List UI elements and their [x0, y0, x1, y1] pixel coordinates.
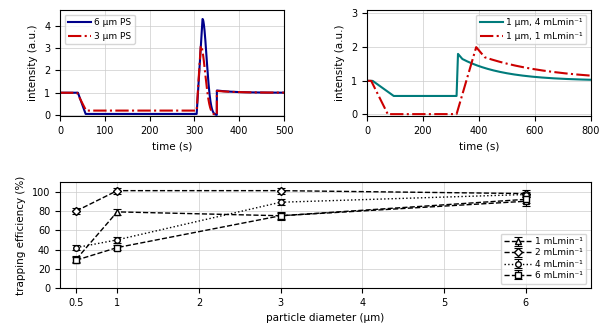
1 μm, 1 mLmin⁻¹	[464, 75, 471, 79]
1 μm, 4 mLmin⁻¹	[448, 94, 455, 98]
3 μm PS	[197, 44, 205, 48]
1 μm, 1 mLmin⁻¹	[415, 112, 422, 116]
1 μm, 4 mLmin⁻¹	[454, 52, 461, 56]
6 μm PS	[280, 91, 287, 95]
1 μm, 4 mLmin⁻¹	[415, 94, 422, 98]
X-axis label: particle diameter (μm): particle diameter (μm)	[266, 313, 385, 323]
1 μm, 1 mLmin⁻¹	[385, 113, 392, 117]
Line: 6 μm PS: 6 μm PS	[60, 19, 284, 115]
Legend: 6 μm PS, 3 μm PS: 6 μm PS, 3 μm PS	[65, 14, 135, 44]
1 μm, 4 mLmin⁻¹	[390, 94, 397, 98]
6 μm PS	[142, 112, 149, 116]
X-axis label: time (s): time (s)	[152, 141, 192, 151]
1 μm, 1 mLmin⁻¹	[364, 79, 371, 83]
6 μm PS	[97, 112, 104, 116]
1 μm, 1 mLmin⁻¹	[448, 112, 455, 116]
Legend: 1 mLmin⁻¹, 2 mLmin⁻¹, 4 mLmin⁻¹, 6 mLmin⁻¹: 1 mLmin⁻¹, 2 mLmin⁻¹, 4 mLmin⁻¹, 6 mLmin…	[500, 233, 586, 284]
Legend: 1 μm, 4 mLmin⁻¹, 1 μm, 1 mLmin⁻¹: 1 μm, 4 mLmin⁻¹, 1 μm, 1 mLmin⁻¹	[476, 14, 586, 44]
Y-axis label: intensity (a.u.): intensity (a.u.)	[28, 25, 38, 102]
6 μm PS	[213, 113, 220, 117]
1 μm, 1 mLmin⁻¹	[416, 112, 424, 116]
1 μm, 4 mLmin⁻¹	[464, 59, 471, 63]
3 μm PS	[280, 91, 287, 95]
1 μm, 1 mLmin⁻¹	[587, 74, 595, 78]
6 μm PS	[191, 112, 198, 116]
3 μm PS	[142, 109, 149, 113]
3 μm PS	[191, 109, 198, 113]
3 μm PS	[213, 113, 220, 117]
1 μm, 4 mLmin⁻¹	[364, 79, 371, 83]
3 μm PS	[56, 91, 64, 95]
Y-axis label: intensity (a.u.): intensity (a.u.)	[335, 25, 346, 102]
3 μm PS	[241, 90, 248, 94]
3 μm PS	[202, 76, 209, 80]
Line: 1 μm, 4 mLmin⁻¹: 1 μm, 4 mLmin⁻¹	[367, 54, 591, 96]
3 μm PS	[97, 109, 104, 113]
1 μm, 1 mLmin⁻¹	[418, 112, 425, 116]
Y-axis label: trapping efficiency (%): trapping efficiency (%)	[16, 176, 26, 295]
6 μm PS	[199, 17, 206, 21]
6 μm PS	[241, 90, 248, 94]
1 μm, 4 mLmin⁻¹	[418, 94, 425, 98]
6 μm PS	[224, 89, 231, 93]
1 μm, 4 mLmin⁻¹	[587, 78, 595, 82]
1 μm, 1 mLmin⁻¹	[586, 73, 593, 77]
X-axis label: time (s): time (s)	[459, 141, 499, 151]
3 μm PS	[224, 90, 231, 94]
1 μm, 1 mLmin⁻¹	[473, 45, 480, 49]
6 μm PS	[202, 44, 209, 48]
1 μm, 4 mLmin⁻¹	[586, 78, 593, 82]
Line: 1 μm, 1 mLmin⁻¹: 1 μm, 1 mLmin⁻¹	[367, 47, 591, 115]
Line: 3 μm PS: 3 μm PS	[60, 46, 284, 115]
1 μm, 4 mLmin⁻¹	[416, 94, 424, 98]
6 μm PS	[56, 91, 64, 95]
